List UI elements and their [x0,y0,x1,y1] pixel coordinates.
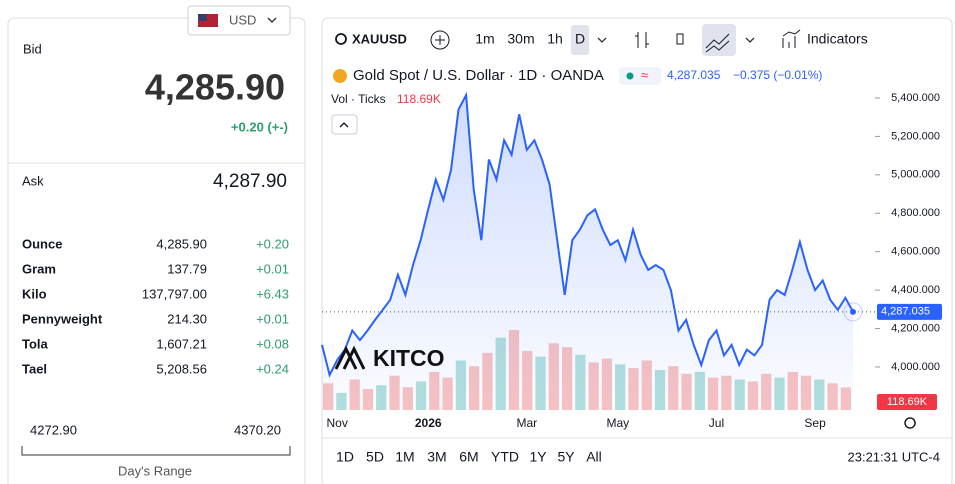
y-tick-label: 4,800.000 [891,207,940,219]
bid-label: Bid [23,41,42,56]
x-tick-label: May [607,416,630,430]
gold-icon [333,69,347,83]
last-price: 4,287.035 [667,68,721,82]
range-button[interactable]: 3M [427,449,446,465]
logo-mark [334,345,366,370]
y-tick-label: 4,600.000 [891,246,940,258]
volume-value: 118.69K [397,92,441,106]
last-point [843,302,863,322]
chart-card [321,17,953,484]
unit-price: 214.30 [167,311,207,326]
ask-label: Ask [22,173,44,188]
range-button[interactable]: 1D [336,449,354,465]
settings-icon[interactable] [904,417,916,429]
y-tick-label: 5,000.000 [891,169,940,181]
range-button[interactable]: All [586,449,602,465]
y-tick-label: 4,200.000 [891,322,940,334]
currency-select[interactable] [187,5,291,36]
x-tick-label: Sep [804,416,826,430]
range-high: 4370.20 [234,422,281,437]
volume-tag-label: 118.69K [887,396,928,408]
volume-title: Vol · Ticks [331,92,386,106]
ask: 4,287.90 [213,171,287,192]
chevron[interactable] [745,37,755,43]
flag-canton [198,14,207,21]
unit-change: +0.08 [256,336,289,351]
last-dot [850,308,856,315]
bars-icon[interactable] [635,32,649,48]
interval[interactable]: 1m [475,31,494,47]
unit-change: +6.43 [256,286,289,301]
bid-change: +0.20 (+-) [231,119,288,134]
y-tick-label: 5,400.000 [891,92,940,104]
plus [435,35,445,45]
interval[interactable]: D [575,31,585,47]
range-bar [21,446,291,456]
unit: Kilo [22,286,47,301]
interval[interactable]: 1h [547,31,563,47]
unit-change: +0.20 [256,236,289,251]
add-button[interactable] [430,30,450,50]
logo: KITCO [334,345,445,371]
unit: Tael [22,361,47,376]
currency: USD [229,12,256,27]
unit-price: 5,208.56 [156,361,207,376]
unit: Pennyweight [22,311,103,326]
unit-price: 4,285.90 [156,236,207,251]
collapse-button[interactable] [331,114,358,135]
x-tick-label: Mar [516,416,537,430]
last-change: −0.375 (−0.01%) [733,68,822,82]
range-button[interactable]: 1Y [529,449,547,465]
range-button[interactable]: 5Y [557,449,575,465]
y-tick-label: 4,000.000 [891,361,940,373]
chevron [267,17,277,23]
indicators[interactable]: Indicators [807,31,868,47]
interval[interactable]: 30m [507,31,534,47]
range-button[interactable]: 1M [395,449,414,465]
x-tick-label: Jul [709,416,724,430]
search-icon[interactable] [335,33,347,45]
logo-text: KITCO [373,345,445,371]
range-button[interactable]: 5D [366,449,384,465]
y-tick-label: 5,200.000 [891,130,940,142]
unit: Tola [22,336,49,351]
unit-change: +0.24 [256,361,289,376]
x-tick-label: 2026 [415,416,442,430]
volume-tag [877,394,937,410]
unit-change: +0.01 [256,311,289,326]
x-tick-label: Nov [326,416,347,430]
status-icon: ≈ [641,67,648,82]
range-low: 4272.90 [30,422,77,437]
price-area [322,95,853,410]
price-tag [877,303,942,320]
y-tick-label: 4,400.000 [891,284,940,296]
unit-price: 137.79 [167,261,207,276]
quote-card [7,17,306,484]
indicators-icon[interactable] [782,29,801,48]
unit-price: 137,797.00 [142,286,207,301]
status-badge [619,67,661,85]
chart-title: Gold Spot / U.S. Dollar · 1D · OANDA [353,67,604,84]
chevron[interactable] [597,37,607,43]
price-tag-label: 4,287.035 [881,306,930,318]
status-dot [626,72,634,80]
area-icon [705,33,730,53]
range-button[interactable]: YTD [491,449,519,465]
unit-price: 1,607.21 [156,336,207,351]
bid: 4,285.90 [145,67,285,108]
interval-selected [571,25,589,55]
clock: 23:21:31 UTC-4 [848,449,941,464]
range-button[interactable]: 6M [459,449,478,465]
symbol[interactable]: XAUUSD [352,31,407,46]
price-line [321,91,854,378]
candle-icon[interactable] [676,33,684,45]
unit-change: +0.01 [256,261,289,276]
unit: Ounce [22,236,62,251]
range-label: Day's Range [118,463,192,478]
unit: Gram [22,261,56,276]
caret [339,122,349,128]
area-button[interactable] [702,24,736,56]
